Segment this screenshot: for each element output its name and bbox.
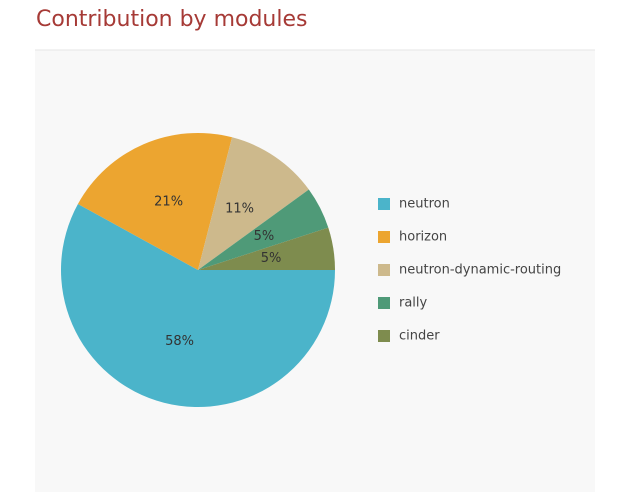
legend-swatch <box>378 231 390 243</box>
legend-label: neutron <box>399 197 450 212</box>
legend-swatch <box>378 264 390 276</box>
slice-label: 11% <box>225 201 254 216</box>
slice-label: 5% <box>261 251 282 266</box>
legend-swatch <box>378 198 390 210</box>
legend-label: neutron-dynamic-routing <box>399 263 561 278</box>
legend-swatch <box>378 297 390 309</box>
legend-label: rally <box>399 296 428 311</box>
pie-slice <box>77 133 233 270</box>
legend-label: horizon <box>399 230 447 245</box>
legend-swatch <box>378 330 390 342</box>
pie-slice <box>198 227 335 270</box>
legend-label: cinder <box>399 329 440 344</box>
chart-title: Contribution by modules <box>36 7 307 32</box>
slice-label: 21% <box>154 195 183 210</box>
slice-label: 58% <box>165 334 194 349</box>
slice-label: 5% <box>254 229 275 244</box>
pie-slice <box>198 189 329 270</box>
pie-slice <box>198 137 309 270</box>
pie-slice <box>60 203 335 407</box>
